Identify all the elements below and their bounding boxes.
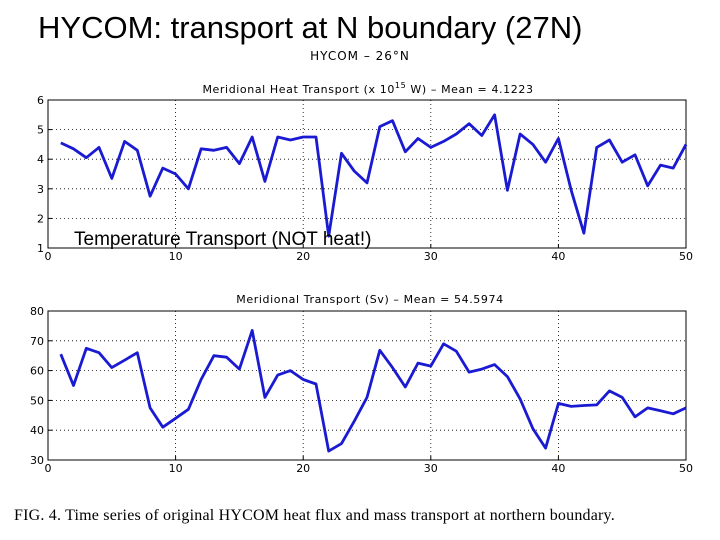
heat-title-exponent: 15 (395, 81, 406, 90)
heat-xtick-label: 30 (424, 250, 438, 263)
mass-ytick-label: 30 (30, 454, 44, 467)
mass-xtick-label: 10 (169, 462, 183, 475)
mass-xtick-label: 0 (45, 462, 52, 475)
mass-transport-plot: 0 10 20 30 40 50 30 40 50 60 70 80 (30, 305, 693, 475)
heat-xtick-label: 10 (169, 250, 183, 263)
heat-title-suffix: W) – Mean = 4.1223 (406, 83, 533, 96)
mass-transport-title: Meridional Transport (Sv) – Mean = 54.59… (236, 293, 503, 306)
heat-xtick-label: 50 (679, 250, 693, 263)
mass-xtick-label: 30 (424, 462, 438, 475)
heat-ytick-label: 6 (37, 94, 44, 107)
mass-ytick-label: 60 (30, 365, 44, 378)
mass-ytick-label: 80 (30, 305, 44, 318)
heat-ytick-label: 2 (37, 212, 44, 225)
heat-series-line (60, 113, 688, 238)
heat-ytick-label: 3 (37, 183, 44, 196)
heat-ytick-label: 5 (37, 124, 44, 137)
plot-subtitle: HYCOM – 26°N (310, 49, 410, 63)
slide-title: HYCOM: transport at N boundary (27N) (38, 10, 583, 45)
temperature-transport-annotation: Temperature Transport (NOT heat!) (74, 229, 372, 250)
mass-ytick-label: 70 (30, 335, 44, 348)
figure-caption: FIG. 4. Time series of original HYCOM he… (14, 507, 615, 524)
heat-transport-title: Meridional Heat Transport (x 1015 W) – M… (202, 81, 533, 96)
heat-ytick-label: 4 (37, 153, 44, 166)
mass-title-prefix: Meridional Transport (Sv) – Mean = 54.59… (236, 293, 503, 306)
heat-transport-plot: 0 10 20 30 40 50 1 2 3 4 5 6 (37, 94, 693, 263)
heat-xtick-label: 0 (45, 250, 52, 263)
mass-ytick-label: 50 (30, 394, 44, 407)
mass-ytick-label: 40 (30, 424, 44, 437)
mass-xtick-label: 50 (679, 462, 693, 475)
mass-xtick-label: 20 (296, 462, 310, 475)
mass-plot-frame (47, 310, 687, 461)
heat-plot-frame (47, 99, 687, 249)
mass-xtick-label: 40 (551, 462, 565, 475)
heat-title-prefix: Meridional Heat Transport (x 10 (202, 83, 394, 96)
heat-ytick-label: 1 (37, 242, 44, 255)
heat-xtick-label: 20 (296, 250, 310, 263)
mass-series-line (59, 328, 687, 453)
heat-xtick-label: 40 (551, 250, 565, 263)
